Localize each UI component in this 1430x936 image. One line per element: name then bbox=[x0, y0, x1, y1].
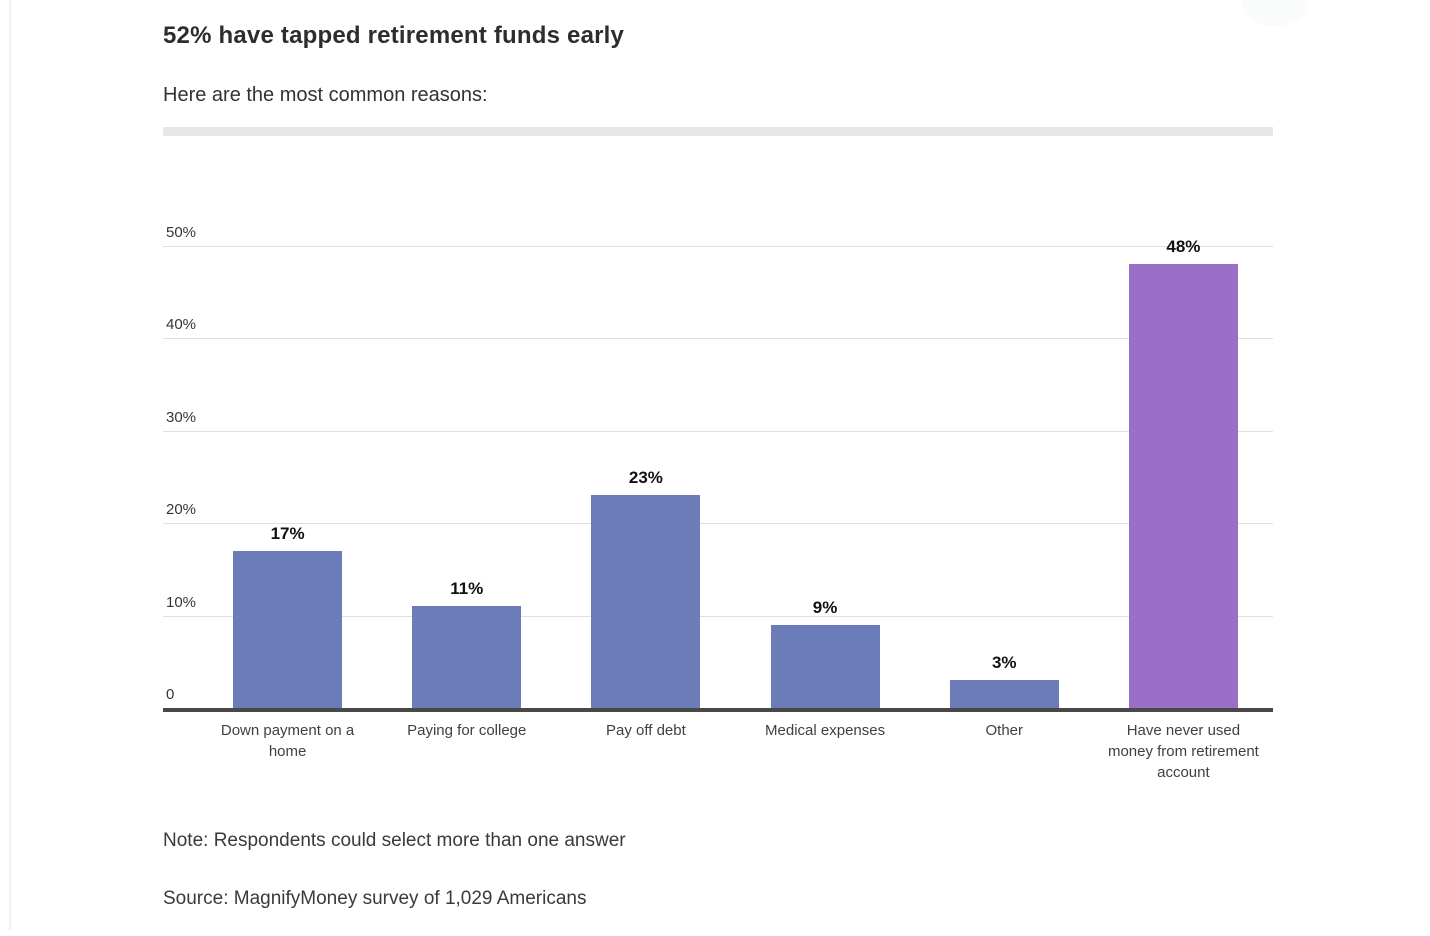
y-axis-tick-label: 0 bbox=[166, 686, 175, 703]
divider-bar bbox=[163, 127, 1273, 136]
x-axis-baseline bbox=[163, 708, 1273, 712]
y-axis-tick-label: 50% bbox=[166, 223, 197, 241]
y-axis-tick-label: 30% bbox=[166, 408, 197, 426]
bar bbox=[770, 625, 880, 708]
y-axis-tick-label: 20% bbox=[166, 501, 197, 518]
bar-value-label: 3% bbox=[991, 653, 1017, 672]
gridline bbox=[163, 245, 1273, 247]
y-axis-tick-label: 40% bbox=[166, 316, 197, 333]
bar bbox=[591, 495, 701, 708]
gridline bbox=[163, 338, 1273, 339]
gridline bbox=[163, 615, 1273, 617]
y-axis-tick-label: 10% bbox=[166, 593, 197, 611]
chart-note: Note: Respondents could select more than… bbox=[163, 830, 626, 851]
x-axis-category-label: Other bbox=[985, 722, 1023, 739]
bar-value-label: 9% bbox=[812, 598, 838, 617]
chart-subtitle: Here are the most common reasons: bbox=[163, 84, 488, 106]
gridline bbox=[163, 430, 1273, 432]
x-axis-category-label: Pay off debt bbox=[606, 722, 686, 739]
bar-value-label: 11% bbox=[450, 579, 484, 598]
x-axis-category-label: Medical expenses bbox=[765, 722, 886, 739]
bar-value-label: 48% bbox=[1166, 237, 1201, 256]
x-axis-category-label: Paying for college bbox=[407, 722, 527, 739]
bar-value-label: 17% bbox=[270, 524, 305, 543]
bar bbox=[412, 606, 522, 708]
gridline bbox=[163, 523, 1273, 524]
page-left-border bbox=[9, 0, 11, 930]
chart-source: Source: MagnifyMoney survey of 1,029 Ame… bbox=[163, 888, 587, 909]
x-axis-category-label: Down payment on a home bbox=[220, 722, 355, 760]
bar-value-label: 23% bbox=[628, 468, 663, 487]
chart-title: 52% have tapped retirement funds early bbox=[163, 22, 625, 49]
bar bbox=[949, 680, 1059, 708]
bar-chart: 0 10% 20% 30% 40% 50% 17% Down payment on a hom… bbox=[163, 224, 1273, 790]
corner-decoration bbox=[1242, 0, 1308, 26]
x-axis-category-label: Have never used money from retirement ac… bbox=[1107, 722, 1259, 781]
bar bbox=[233, 551, 343, 708]
bar bbox=[1128, 264, 1238, 708]
